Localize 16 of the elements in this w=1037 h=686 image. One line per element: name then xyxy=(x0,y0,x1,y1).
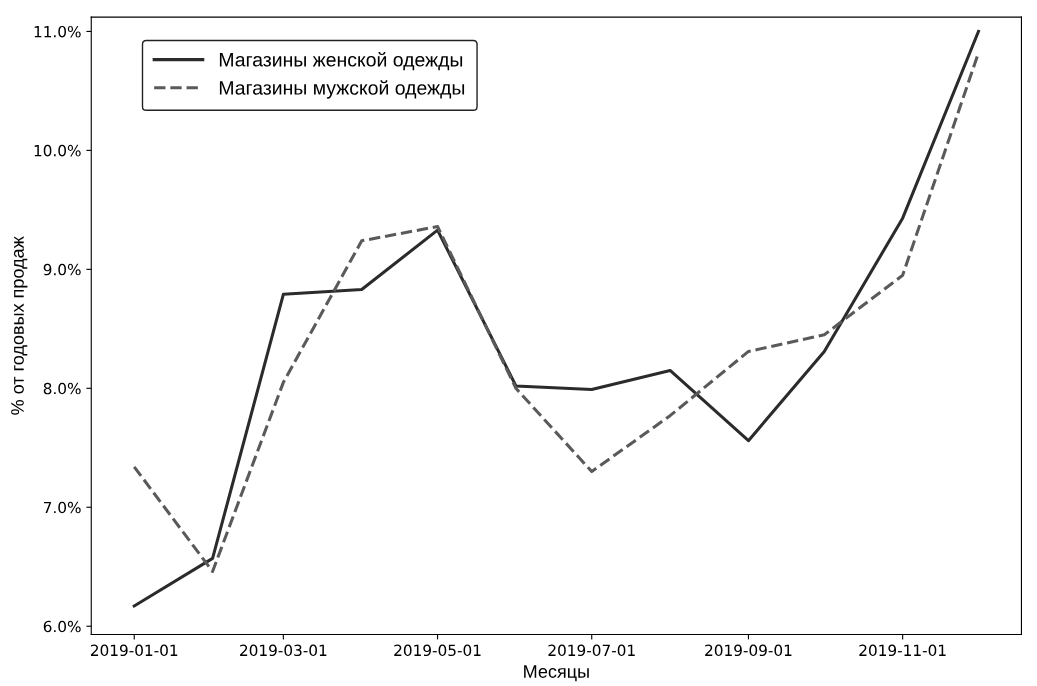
x-tick-label: 2019-07-01 xyxy=(548,644,635,657)
x-tick-label: 2019-09-01 xyxy=(705,644,792,657)
y-tick-label: 6.0% xyxy=(43,620,81,633)
legend-label: Магазины мужской одежды xyxy=(219,80,465,99)
x-tick-label: 2019-05-01 xyxy=(394,644,481,657)
y-tick-label: 7.0% xyxy=(43,501,81,514)
y-axis-title: % от годовых продаж xyxy=(11,236,28,415)
y-tick-label: 9.0% xyxy=(43,263,81,276)
x-axis-title: Месяцы xyxy=(524,665,589,682)
y-tick-label: 10.0% xyxy=(34,144,81,157)
y-tick-label: 11.0% xyxy=(34,25,81,38)
legend-label: Магазины женской одежды xyxy=(219,51,463,71)
x-tick-label: 2019-11-01 xyxy=(859,644,946,657)
x-tick-label: 2019-03-01 xyxy=(240,644,327,657)
y-tick-label: 8.0% xyxy=(43,382,81,395)
x-tick-label: 2019-01-01 xyxy=(90,644,178,657)
